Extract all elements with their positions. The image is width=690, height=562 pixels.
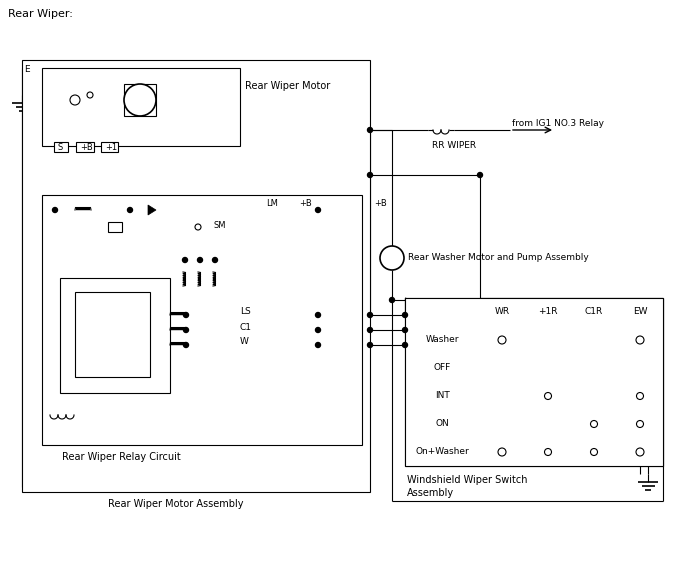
Circle shape: [87, 92, 93, 98]
Circle shape: [636, 392, 644, 400]
Circle shape: [315, 312, 320, 318]
Bar: [75, 292, 150, 377]
Circle shape: [368, 173, 373, 178]
Circle shape: [368, 328, 373, 333]
Text: LM: LM: [266, 200, 278, 209]
Bar: [42, 68, 240, 146]
Text: E: E: [24, 66, 30, 75]
Text: W: W: [240, 338, 249, 347]
Text: from IG1 NO.3 Relay: from IG1 NO.3 Relay: [512, 119, 604, 128]
Text: +1: +1: [105, 143, 117, 152]
Text: On+Washer: On+Washer: [415, 447, 469, 456]
Text: Washer: Washer: [425, 336, 459, 345]
Circle shape: [402, 312, 408, 318]
Circle shape: [182, 257, 188, 262]
Bar: [108, 222, 122, 232]
Circle shape: [315, 342, 320, 347]
Circle shape: [402, 342, 408, 347]
Circle shape: [636, 336, 644, 344]
Circle shape: [368, 342, 373, 347]
Circle shape: [402, 328, 408, 333]
Text: INT: INT: [435, 392, 449, 401]
Text: Rear Wiper Relay Circuit: Rear Wiper Relay Circuit: [62, 452, 181, 462]
Circle shape: [195, 224, 201, 230]
Circle shape: [380, 246, 404, 270]
Text: Rear Wiper:: Rear Wiper:: [8, 9, 73, 19]
Bar: [405, 298, 663, 466]
Text: Rear Wiper Motor Assembly: Rear Wiper Motor Assembly: [108, 499, 244, 509]
Text: OFF: OFF: [433, 364, 451, 373]
Circle shape: [477, 173, 482, 178]
Text: +B: +B: [80, 143, 92, 152]
Circle shape: [315, 207, 320, 212]
Circle shape: [636, 448, 644, 456]
Text: C1: C1: [240, 323, 252, 332]
Bar: [124, 84, 156, 116]
Text: ON: ON: [435, 419, 449, 428]
Text: +B: +B: [299, 200, 312, 209]
Circle shape: [184, 328, 188, 333]
Circle shape: [368, 312, 373, 318]
Bar: [101, 142, 118, 152]
Circle shape: [389, 297, 395, 302]
Text: Rear Wiper Motor: Rear Wiper Motor: [245, 81, 331, 91]
Circle shape: [124, 84, 156, 116]
Circle shape: [636, 420, 644, 428]
Circle shape: [591, 420, 598, 428]
Circle shape: [213, 257, 217, 262]
Text: Assembly: Assembly: [407, 488, 454, 498]
Text: Windshield Wiper Switch: Windshield Wiper Switch: [407, 475, 527, 485]
Text: Rear Washer Motor and Pump Assembly: Rear Washer Motor and Pump Assembly: [408, 253, 589, 262]
Text: SM: SM: [213, 220, 226, 229]
Circle shape: [52, 207, 57, 212]
Bar: [60, 278, 170, 393]
Circle shape: [544, 392, 551, 400]
Circle shape: [368, 128, 373, 133]
Circle shape: [197, 257, 202, 262]
Circle shape: [184, 312, 188, 318]
Polygon shape: [148, 205, 156, 215]
Circle shape: [498, 448, 506, 456]
Text: M: M: [135, 95, 145, 105]
Text: C1R: C1R: [585, 307, 603, 316]
Circle shape: [128, 207, 132, 212]
Text: S: S: [58, 143, 63, 152]
Circle shape: [315, 328, 320, 333]
Bar: [22, 60, 370, 492]
Text: +1R: +1R: [538, 307, 558, 316]
Circle shape: [70, 95, 80, 105]
Text: LS: LS: [240, 307, 250, 316]
Circle shape: [544, 448, 551, 455]
Bar: [54, 142, 68, 152]
Circle shape: [498, 336, 506, 344]
Text: RR WIPER: RR WIPER: [432, 140, 476, 149]
Text: EW: EW: [633, 307, 647, 316]
Text: WR: WR: [495, 307, 509, 316]
Bar: [76, 142, 94, 152]
Circle shape: [591, 448, 598, 455]
Text: M: M: [388, 253, 396, 263]
Bar: [42, 195, 362, 445]
Text: +B: +B: [374, 200, 387, 209]
Circle shape: [184, 342, 188, 347]
